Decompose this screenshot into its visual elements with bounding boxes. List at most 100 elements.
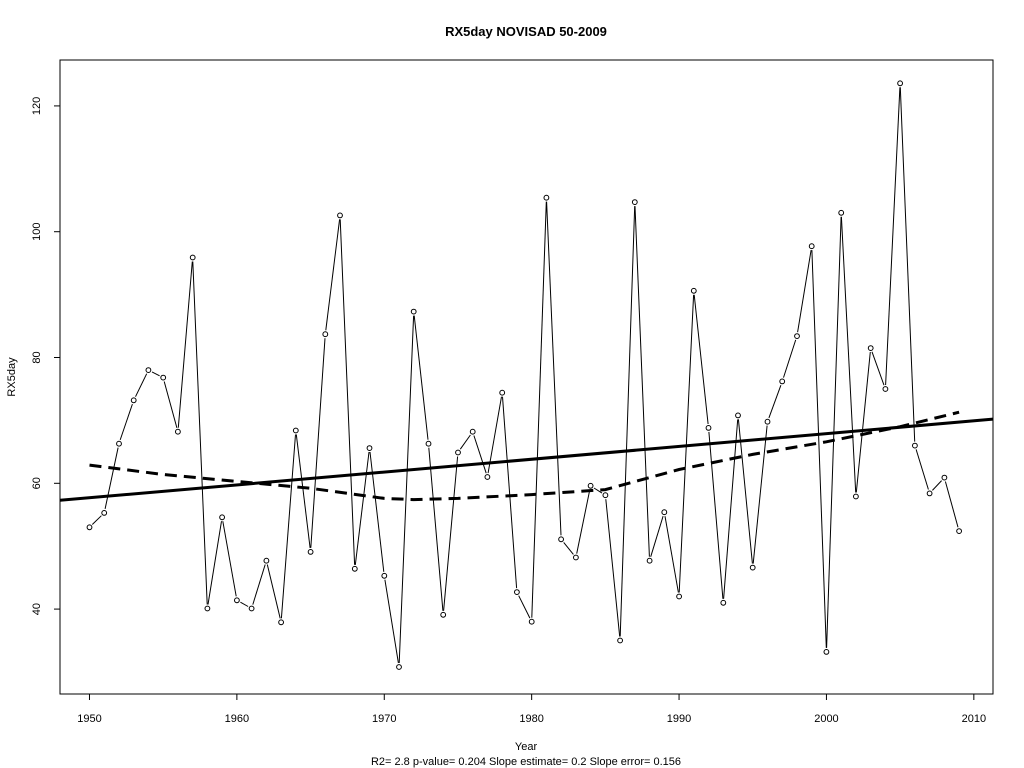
chart-title: RX5day NOVISAD 50-2009: [445, 24, 607, 39]
series-segment: [252, 564, 266, 605]
series-segment: [915, 449, 929, 490]
y-axis-label: RX5day: [6, 357, 18, 397]
series-segment: [91, 515, 102, 525]
series-segment: [104, 447, 119, 510]
data-point: [130, 397, 137, 404]
linear-trend-line: [60, 417, 993, 502]
data-point: [646, 557, 653, 564]
series-segment: [593, 487, 603, 494]
data-point: [484, 474, 491, 480]
data-point: [145, 367, 152, 374]
data-point: [499, 389, 506, 396]
x-tick-label: 1970: [372, 713, 396, 725]
data-point: [204, 605, 211, 612]
series-segment: [811, 250, 827, 648]
series-segment: [354, 451, 370, 565]
series-segment: [650, 515, 664, 557]
series-segment: [266, 564, 281, 619]
data-point: [764, 418, 771, 425]
series-segment: [885, 87, 901, 386]
data-point: [425, 440, 432, 447]
data-point: [573, 554, 579, 561]
data-point: [160, 374, 167, 381]
data-point: [337, 212, 343, 219]
y-tick-label: 120: [31, 97, 43, 115]
data-point: [381, 572, 388, 579]
series-segment: [487, 396, 502, 474]
data-point: [926, 490, 933, 497]
data-point: [440, 611, 447, 618]
series-segment: [619, 206, 636, 637]
data-point: [794, 333, 800, 340]
data-point: [543, 194, 550, 201]
data-point: [676, 593, 682, 600]
x-tick-label: 1960: [225, 713, 249, 725]
data-point: [779, 378, 786, 385]
data-point: [897, 80, 903, 87]
series-segment: [932, 480, 942, 491]
series-segment: [398, 315, 415, 664]
y-tick-label: 80: [31, 351, 43, 363]
plot-frame: [59, 59, 994, 695]
data-point: [941, 474, 948, 481]
data-point: [219, 514, 226, 521]
series-segment: [944, 481, 959, 528]
x-tick-label: 1980: [519, 713, 543, 725]
series-segment: [576, 489, 591, 554]
series-segment: [369, 451, 385, 572]
data-point: [234, 597, 240, 604]
series-segment: [708, 431, 724, 599]
data-point: [263, 557, 270, 564]
data-point: [366, 445, 373, 452]
x-tick-label: 2000: [814, 713, 838, 725]
data-point: [469, 428, 476, 435]
data-point: [838, 209, 845, 216]
series-segment: [222, 521, 237, 597]
series-segment: [783, 339, 797, 378]
x-tick-label: 1950: [77, 713, 101, 725]
data-point: [514, 589, 520, 595]
series-segment: [723, 419, 739, 599]
series-segment: [752, 425, 768, 564]
series-segment: [135, 373, 148, 397]
series-segment: [518, 595, 531, 619]
series-segment: [634, 206, 650, 557]
x-tick-label: 2010: [962, 713, 986, 725]
data-point: [351, 565, 358, 572]
data-point: [749, 564, 756, 571]
data-point: [248, 605, 255, 612]
series-segment: [325, 219, 341, 331]
data-point: [292, 427, 299, 434]
series-segment: [119, 403, 133, 441]
data-point: [882, 386, 889, 392]
y-tick-label: 60: [31, 477, 43, 489]
series-segment: [855, 351, 871, 493]
data-point: [617, 637, 623, 644]
x-tick-label: 1990: [667, 713, 691, 725]
series-segment: [192, 261, 208, 605]
series-segment: [737, 419, 753, 564]
series-segment: [531, 201, 547, 618]
series-segment: [473, 435, 487, 474]
series-segment: [163, 381, 178, 429]
series-segment: [502, 396, 518, 589]
data-point: [705, 425, 712, 431]
data-point: [867, 345, 874, 352]
data-point: [956, 528, 962, 534]
data-point: [720, 599, 727, 606]
series-segment: [339, 219, 356, 565]
data-point: [808, 243, 815, 250]
series-segment: [459, 434, 471, 450]
series-segment: [605, 499, 621, 637]
series-segment: [413, 315, 429, 440]
data-point: [661, 509, 668, 516]
data-point: [853, 493, 859, 500]
series-segment: [428, 447, 444, 611]
data-point: [690, 287, 697, 294]
data-point: [322, 331, 329, 338]
data-point: [175, 428, 181, 435]
series-segment: [207, 521, 222, 605]
series-segment: [797, 250, 812, 333]
series-segment: [664, 516, 679, 593]
data-point: [116, 440, 122, 447]
